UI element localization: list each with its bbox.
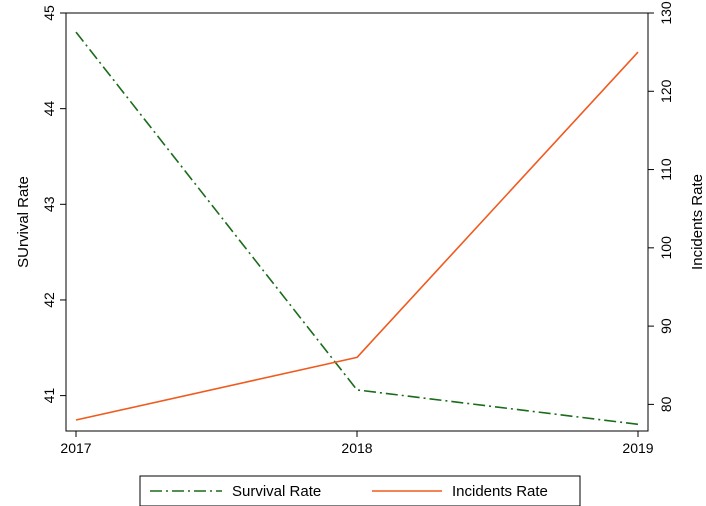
- y-left-tick-label-42: 42: [41, 292, 57, 308]
- y-left-tick-label-44: 44: [41, 101, 57, 117]
- y-axis-title-left: SUrvival Rate: [15, 176, 32, 268]
- x-tick-label-2019: 2019: [622, 440, 653, 456]
- series-line-survival-rate: [75, 31, 639, 426]
- y-right-tick-label-130: 130: [658, 1, 674, 25]
- y-axis-title-right: Incidents Rate: [689, 174, 706, 270]
- legend-label-survival: Survival Rate: [232, 483, 321, 500]
- x-tick-label-2018: 2018: [341, 440, 372, 456]
- y-right-tick-label-100: 100: [658, 236, 674, 260]
- y-axis-left: 41 42 43 44 45: [41, 5, 66, 403]
- legend-label-incidents: Incidents Rate: [452, 483, 548, 500]
- y-left-tick-label-41: 41: [41, 388, 57, 404]
- x-tick-label-2017: 2017: [60, 440, 91, 456]
- y-right-tick-label-120: 120: [658, 79, 674, 103]
- y-right-tick-label-80: 80: [658, 396, 674, 412]
- y-right-tick-label-90: 90: [658, 318, 674, 334]
- legend: Survival Rate Incidents Rate: [139, 475, 581, 506]
- y-axis-right: 80 90 100 110 120 130: [648, 1, 674, 412]
- y-left-tick-label-45: 45: [41, 5, 57, 21]
- x-axis: 2017 2018 2019: [60, 431, 654, 456]
- series-line-incidents-rate: [75, 51, 639, 421]
- legend-box: [139, 475, 581, 506]
- series-layer: [75, 31, 639, 426]
- y-right-tick-label-110: 110: [658, 158, 674, 181]
- y-left-tick-label-43: 43: [41, 196, 57, 212]
- plot-frame: [65, 12, 649, 432]
